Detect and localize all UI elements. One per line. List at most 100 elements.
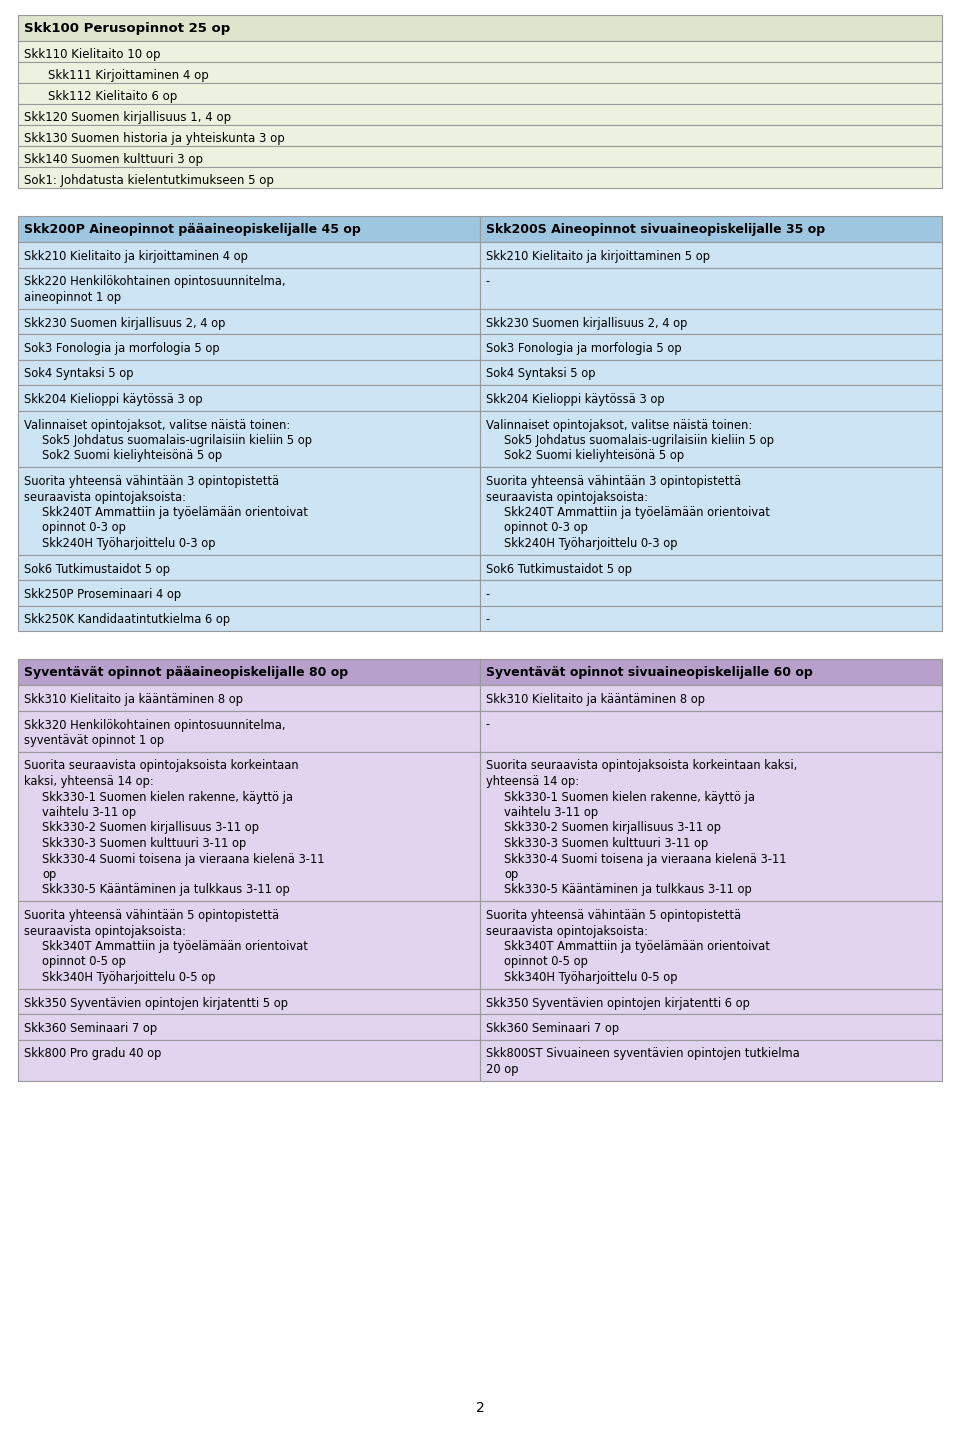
Text: Skk330-3 Suomen kulttuuri 3-11 op: Skk330-3 Suomen kulttuuri 3-11 op — [504, 837, 708, 850]
Text: Syventävät opinnot sivuaineopiskelijalle 60 op: Syventävät opinnot sivuaineopiskelijalle… — [486, 665, 813, 678]
Bar — [480, 660, 942, 685]
Text: Sok2 Suomi kieliyhteisönä 5 op: Sok2 Suomi kieliyhteisönä 5 op — [42, 449, 222, 462]
Text: seuraavista opintojaksoista:: seuraavista opintojaksoista: — [486, 491, 648, 504]
Text: Suorita seuraavista opintojaksoista korkeintaan kaksi,: Suorita seuraavista opintojaksoista kork… — [486, 760, 797, 773]
Text: Skk330-3 Suomen kulttuuri 3-11 op: Skk330-3 Suomen kulttuuri 3-11 op — [42, 837, 247, 850]
Text: Skk340T Ammattiin ja työelämään orientoivat: Skk340T Ammattiin ja työelämään orientoi… — [42, 940, 308, 953]
Text: Skk340H Työharjoittelu 0-5 op: Skk340H Työharjoittelu 0-5 op — [504, 972, 678, 985]
Bar — [480, 359, 942, 385]
Text: Sok4 Syntaksi 5 op: Sok4 Syntaksi 5 op — [486, 368, 595, 381]
Text: Skk800ST Sivuaineen syventävien opintojen tutkielma: Skk800ST Sivuaineen syventävien opintoje… — [486, 1047, 800, 1060]
Text: Skk130 Suomen historia ja yhteiskunta 3 op: Skk130 Suomen historia ja yhteiskunta 3 … — [24, 132, 285, 145]
Bar — [18, 1015, 480, 1039]
Text: Skk240T Ammattiin ja työelämään orientoivat: Skk240T Ammattiin ja työelämään orientoi… — [42, 507, 308, 519]
Text: Sok6 Tutkimustaidot 5 op: Sok6 Tutkimustaidot 5 op — [486, 562, 632, 575]
Bar — [18, 711, 480, 751]
Bar — [18, 124, 942, 146]
Text: Skk330-2 Suomen kirjallisuus 3-11 op: Skk330-2 Suomen kirjallisuus 3-11 op — [504, 821, 721, 834]
Text: Sok3 Fonologia ja morfologia 5 op: Sok3 Fonologia ja morfologia 5 op — [24, 342, 220, 355]
Text: -: - — [486, 614, 491, 627]
Text: Skk330-5 Kääntäminen ja tulkkaus 3-11 op: Skk330-5 Kääntäminen ja tulkkaus 3-11 op — [42, 883, 290, 896]
Text: Skk360 Seminaari 7 op: Skk360 Seminaari 7 op — [486, 1022, 619, 1035]
Text: Skk330-1 Suomen kielen rakenne, käyttö ja: Skk330-1 Suomen kielen rakenne, käyttö j… — [42, 790, 293, 803]
Text: seuraavista opintojaksoista:: seuraavista opintojaksoista: — [486, 924, 648, 937]
Text: Valinnaiset opintojaksot, valitse näistä toinen:: Valinnaiset opintojaksot, valitse näistä… — [486, 418, 753, 432]
Text: Skk120 Suomen kirjallisuus 1, 4 op: Skk120 Suomen kirjallisuus 1, 4 op — [24, 112, 231, 124]
Text: Sok2 Suomi kieliyhteisönä 5 op: Sok2 Suomi kieliyhteisönä 5 op — [504, 449, 684, 462]
Text: Skk330-1 Suomen kielen rakenne, käyttö ja: Skk330-1 Suomen kielen rakenne, käyttö j… — [504, 790, 755, 803]
Text: Skk140 Suomen kulttuuri 3 op: Skk140 Suomen kulttuuri 3 op — [24, 153, 203, 166]
Text: Skk240T Ammattiin ja työelämään orientoivat: Skk240T Ammattiin ja työelämään orientoi… — [504, 507, 770, 519]
Bar — [18, 14, 942, 41]
Bar — [18, 660, 480, 685]
Bar — [480, 751, 942, 902]
Text: op: op — [504, 869, 518, 881]
Bar — [480, 580, 942, 605]
Text: kaksi, yhteensä 14 op:: kaksi, yhteensä 14 op: — [24, 776, 154, 788]
Bar — [18, 902, 480, 989]
Bar — [480, 685, 942, 711]
Bar — [18, 41, 942, 62]
Text: opinnot 0-5 op: opinnot 0-5 op — [504, 956, 588, 969]
Text: Suorita yhteensä vähintään 5 opintopistettä: Suorita yhteensä vähintään 5 opintopiste… — [24, 909, 279, 922]
Text: Sok5 Johdatus suomalais-ugrilaisiin kieliin 5 op: Sok5 Johdatus suomalais-ugrilaisiin kiel… — [42, 434, 312, 446]
Bar — [480, 242, 942, 268]
Bar — [480, 309, 942, 333]
Bar — [18, 242, 480, 268]
Bar — [480, 268, 942, 309]
Text: -: - — [486, 276, 491, 289]
Text: yhteensä 14 op:: yhteensä 14 op: — [486, 776, 579, 788]
Text: Skk250P Proseminaari 4 op: Skk250P Proseminaari 4 op — [24, 588, 181, 601]
Text: opinnot 0-5 op: opinnot 0-5 op — [42, 956, 126, 969]
Text: 2: 2 — [475, 1401, 485, 1415]
Text: Skk210 Kielitaito ja kirjoittaminen 4 op: Skk210 Kielitaito ja kirjoittaminen 4 op — [24, 250, 248, 263]
Text: Skk350 Syventävien opintojen kirjatentti 5 op: Skk350 Syventävien opintojen kirjatentti… — [24, 996, 288, 1009]
Text: vaihtelu 3-11 op: vaihtelu 3-11 op — [504, 806, 598, 819]
Bar — [18, 359, 480, 385]
Text: Skk330-5 Kääntäminen ja tulkkaus 3-11 op: Skk330-5 Kääntäminen ja tulkkaus 3-11 op — [504, 883, 752, 896]
Text: Skk340H Työharjoittelu 0-5 op: Skk340H Työharjoittelu 0-5 op — [42, 972, 215, 985]
Bar — [18, 685, 480, 711]
Bar — [18, 83, 942, 104]
Text: seuraavista opintojaksoista:: seuraavista opintojaksoista: — [24, 491, 186, 504]
Bar — [18, 385, 480, 411]
Text: Skk210 Kielitaito ja kirjoittaminen 5 op: Skk210 Kielitaito ja kirjoittaminen 5 op — [486, 250, 710, 263]
Text: vaihtelu 3-11 op: vaihtelu 3-11 op — [42, 806, 136, 819]
Bar — [480, 605, 942, 631]
Bar — [480, 902, 942, 989]
Bar — [18, 751, 480, 902]
Bar — [18, 104, 942, 124]
Text: seuraavista opintojaksoista:: seuraavista opintojaksoista: — [24, 924, 186, 937]
Bar — [18, 268, 480, 309]
Bar — [480, 1015, 942, 1039]
Bar — [18, 989, 480, 1015]
Text: Skk320 Henkilökohtainen opintosuunnitelma,: Skk320 Henkilökohtainen opintosuunnitelm… — [24, 718, 285, 731]
Text: Skk240H Työharjoittelu 0-3 op: Skk240H Työharjoittelu 0-3 op — [42, 537, 215, 550]
Bar — [480, 411, 942, 467]
Text: Skk360 Seminaari 7 op: Skk360 Seminaari 7 op — [24, 1022, 157, 1035]
Bar — [18, 467, 480, 554]
Text: Suorita seuraavista opintojaksoista korkeintaan: Suorita seuraavista opintojaksoista kork… — [24, 760, 299, 773]
Bar — [480, 385, 942, 411]
Text: Skk250K Kandidaatintutkielma 6 op: Skk250K Kandidaatintutkielma 6 op — [24, 614, 230, 627]
Bar — [18, 605, 480, 631]
Bar — [18, 411, 480, 467]
Text: opinnot 0-3 op: opinnot 0-3 op — [504, 521, 588, 535]
Text: Skk200S Aineopinnot sivuaineopiskelijalle 35 op: Skk200S Aineopinnot sivuaineopiskelijall… — [486, 223, 826, 236]
Bar — [480, 1039, 942, 1080]
Text: Skk200P Aineopinnot pääaineopiskelijalle 45 op: Skk200P Aineopinnot pääaineopiskelijalle… — [24, 223, 361, 236]
Bar — [18, 1039, 480, 1080]
Bar — [18, 167, 942, 187]
Bar — [18, 554, 480, 580]
Text: Sok3 Fonologia ja morfologia 5 op: Sok3 Fonologia ja morfologia 5 op — [486, 342, 682, 355]
Bar — [480, 467, 942, 554]
Text: -: - — [486, 588, 491, 601]
Text: Skk350 Syventävien opintojen kirjatentti 6 op: Skk350 Syventävien opintojen kirjatentti… — [486, 996, 750, 1009]
Bar — [480, 216, 942, 242]
Bar — [18, 580, 480, 605]
Bar — [480, 711, 942, 751]
Bar — [18, 216, 480, 242]
Bar — [480, 333, 942, 359]
Text: Valinnaiset opintojaksot, valitse näistä toinen:: Valinnaiset opintojaksot, valitse näistä… — [24, 418, 290, 432]
Bar — [18, 146, 942, 167]
